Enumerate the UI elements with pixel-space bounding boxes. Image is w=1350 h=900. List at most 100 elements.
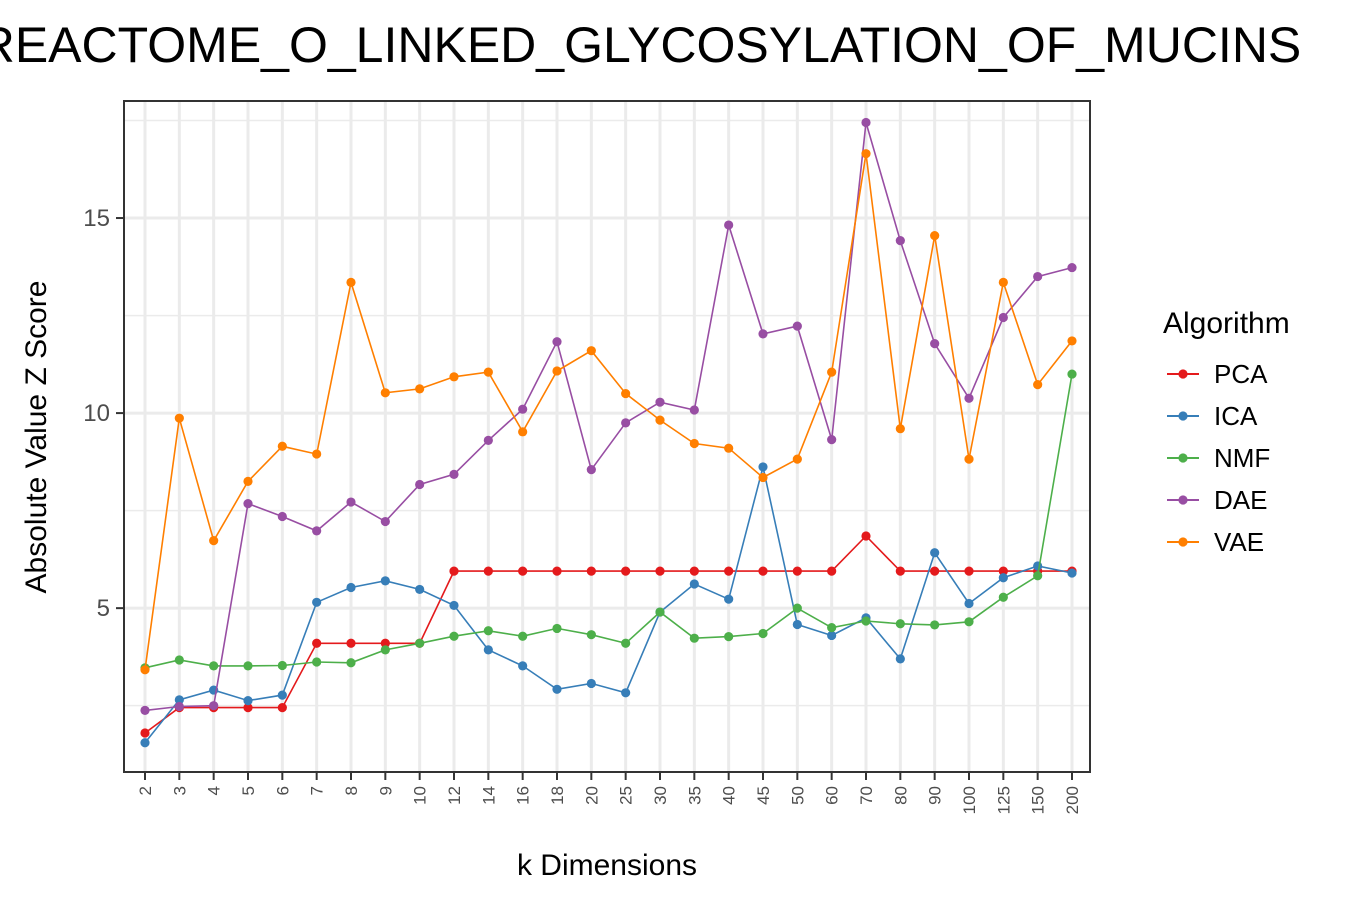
data-point-vae bbox=[964, 454, 974, 464]
data-point-pca bbox=[895, 566, 905, 576]
x-tick-label: 40 bbox=[720, 786, 739, 805]
data-point-nmf bbox=[518, 631, 528, 641]
x-tick-label: 18 bbox=[548, 786, 567, 805]
data-point-dae bbox=[209, 701, 219, 711]
data-point-vae bbox=[346, 277, 356, 288]
data-point-dae bbox=[552, 337, 562, 347]
data-point-dae bbox=[827, 435, 837, 445]
data-point-nmf bbox=[346, 658, 356, 668]
x-tick-label: 7 bbox=[308, 786, 327, 795]
data-point-dae bbox=[449, 469, 459, 479]
data-point-dae bbox=[689, 405, 699, 415]
data-point-vae bbox=[518, 427, 528, 437]
series-layer bbox=[140, 117, 1077, 748]
data-point-pca bbox=[277, 703, 287, 713]
data-point-dae bbox=[930, 339, 940, 349]
data-point-dae bbox=[380, 516, 390, 527]
data-point-ica bbox=[827, 630, 837, 641]
data-point-vae bbox=[209, 536, 219, 546]
data-point-vae bbox=[1067, 336, 1077, 346]
data-point-ica bbox=[792, 619, 802, 630]
data-point-dae bbox=[140, 705, 150, 715]
plot-border bbox=[123, 100, 1091, 773]
data-point-nmf bbox=[655, 607, 665, 617]
y-tick-label: 10 bbox=[83, 400, 110, 427]
data-point-pca bbox=[380, 638, 390, 648]
data-point-vae bbox=[998, 277, 1008, 288]
data-point-pca bbox=[689, 566, 699, 576]
data-point-dae bbox=[483, 435, 493, 446]
data-point-ica bbox=[346, 582, 356, 593]
x-tick-label: 8 bbox=[342, 786, 361, 795]
data-point-dae bbox=[792, 321, 802, 331]
data-point-ica bbox=[586, 678, 596, 689]
legend-item-vae: VAE bbox=[1167, 527, 1264, 557]
data-point-nmf bbox=[449, 631, 459, 641]
data-point-ica bbox=[380, 576, 390, 586]
x-tick-label: 4 bbox=[205, 786, 224, 795]
data-point-pca bbox=[930, 566, 940, 576]
data-point-dae bbox=[518, 404, 528, 414]
y-axis-title: Absolute Value Z Score bbox=[20, 281, 53, 594]
x-tick-label: 3 bbox=[170, 786, 189, 795]
x-tick-label: 150 bbox=[1029, 786, 1048, 814]
legend-label-nmf: NMF bbox=[1214, 443, 1270, 473]
data-point-vae bbox=[312, 449, 322, 459]
data-point-dae bbox=[346, 497, 356, 507]
y-tick-label: 15 bbox=[83, 205, 110, 232]
x-tick-label: 200 bbox=[1063, 786, 1082, 814]
data-point-nmf bbox=[1033, 571, 1043, 581]
data-point-nmf bbox=[380, 645, 390, 655]
series-line-nmf bbox=[144, 373, 1073, 669]
data-point-vae bbox=[552, 366, 562, 376]
data-point-dae bbox=[1067, 262, 1077, 273]
data-point-pca bbox=[792, 566, 802, 576]
legend-key-point bbox=[1178, 537, 1188, 547]
data-point-vae bbox=[140, 665, 150, 675]
data-point-nmf bbox=[174, 655, 184, 665]
data-point-ica bbox=[689, 579, 699, 589]
data-point-nmf bbox=[1067, 369, 1077, 379]
data-point-nmf bbox=[964, 617, 974, 627]
y-tick-label: 5 bbox=[97, 595, 110, 622]
data-point-nmf bbox=[861, 616, 871, 626]
data-point-dae bbox=[312, 526, 322, 536]
data-point-vae bbox=[861, 149, 871, 159]
legend-item-ica: ICA bbox=[1167, 401, 1258, 431]
data-point-pca bbox=[827, 566, 837, 576]
data-point-ica bbox=[964, 598, 974, 609]
x-tick-label: 10 bbox=[411, 786, 430, 805]
data-point-nmf bbox=[209, 661, 219, 671]
data-point-dae bbox=[998, 312, 1008, 323]
series-dae bbox=[140, 117, 1077, 715]
x-tick-label: 2 bbox=[136, 786, 155, 795]
legend-item-dae: DAE bbox=[1167, 485, 1267, 515]
x-tick-label: 16 bbox=[514, 786, 533, 805]
data-point-vae bbox=[621, 388, 631, 399]
data-point-pca bbox=[964, 566, 974, 576]
x-tick-label: 12 bbox=[445, 786, 464, 805]
legend-label-pca: PCA bbox=[1214, 359, 1268, 389]
data-point-dae bbox=[586, 465, 596, 475]
data-point-dae bbox=[758, 329, 768, 339]
data-point-pca bbox=[312, 638, 322, 648]
data-point-dae bbox=[895, 236, 905, 246]
data-point-nmf bbox=[312, 657, 322, 667]
data-point-ica bbox=[552, 684, 562, 694]
data-point-vae bbox=[827, 367, 837, 377]
data-point-pca bbox=[483, 566, 493, 576]
data-point-ica bbox=[312, 597, 322, 607]
data-point-vae bbox=[415, 384, 425, 394]
data-point-nmf bbox=[998, 592, 1008, 602]
series-line-dae bbox=[144, 122, 1073, 712]
data-point-nmf bbox=[483, 626, 493, 636]
data-point-dae bbox=[964, 393, 974, 403]
x-axis: 2 3 4 5 6 7 8 9 10 12 14 16 18 20 25 30 35 40 45 50 60 70 80 90… bbox=[136, 772, 1082, 814]
data-point-vae bbox=[758, 472, 768, 483]
data-point-pca bbox=[243, 703, 253, 713]
data-point-nmf bbox=[895, 619, 905, 629]
data-point-ica bbox=[243, 696, 253, 706]
data-point-nmf bbox=[827, 623, 837, 633]
legend: Algorithm PCA ICA NMF DAE VAE bbox=[1163, 307, 1290, 557]
